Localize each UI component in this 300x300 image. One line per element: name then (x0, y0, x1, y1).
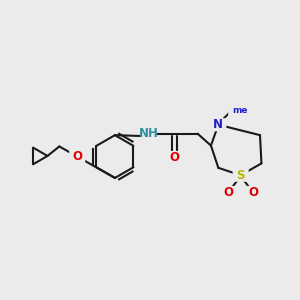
FancyBboxPatch shape (228, 106, 242, 117)
FancyBboxPatch shape (232, 169, 249, 182)
Text: S: S (236, 169, 245, 182)
Text: NH: NH (139, 127, 158, 140)
Text: O: O (248, 186, 258, 199)
FancyBboxPatch shape (220, 186, 236, 199)
Text: O: O (72, 150, 82, 163)
Text: N: N (213, 118, 224, 131)
FancyBboxPatch shape (140, 127, 157, 140)
FancyBboxPatch shape (166, 151, 182, 164)
Text: O: O (223, 186, 233, 199)
FancyBboxPatch shape (69, 150, 85, 163)
FancyBboxPatch shape (245, 186, 261, 199)
Text: O: O (169, 151, 179, 164)
Text: me: me (232, 106, 248, 115)
FancyBboxPatch shape (210, 118, 226, 131)
